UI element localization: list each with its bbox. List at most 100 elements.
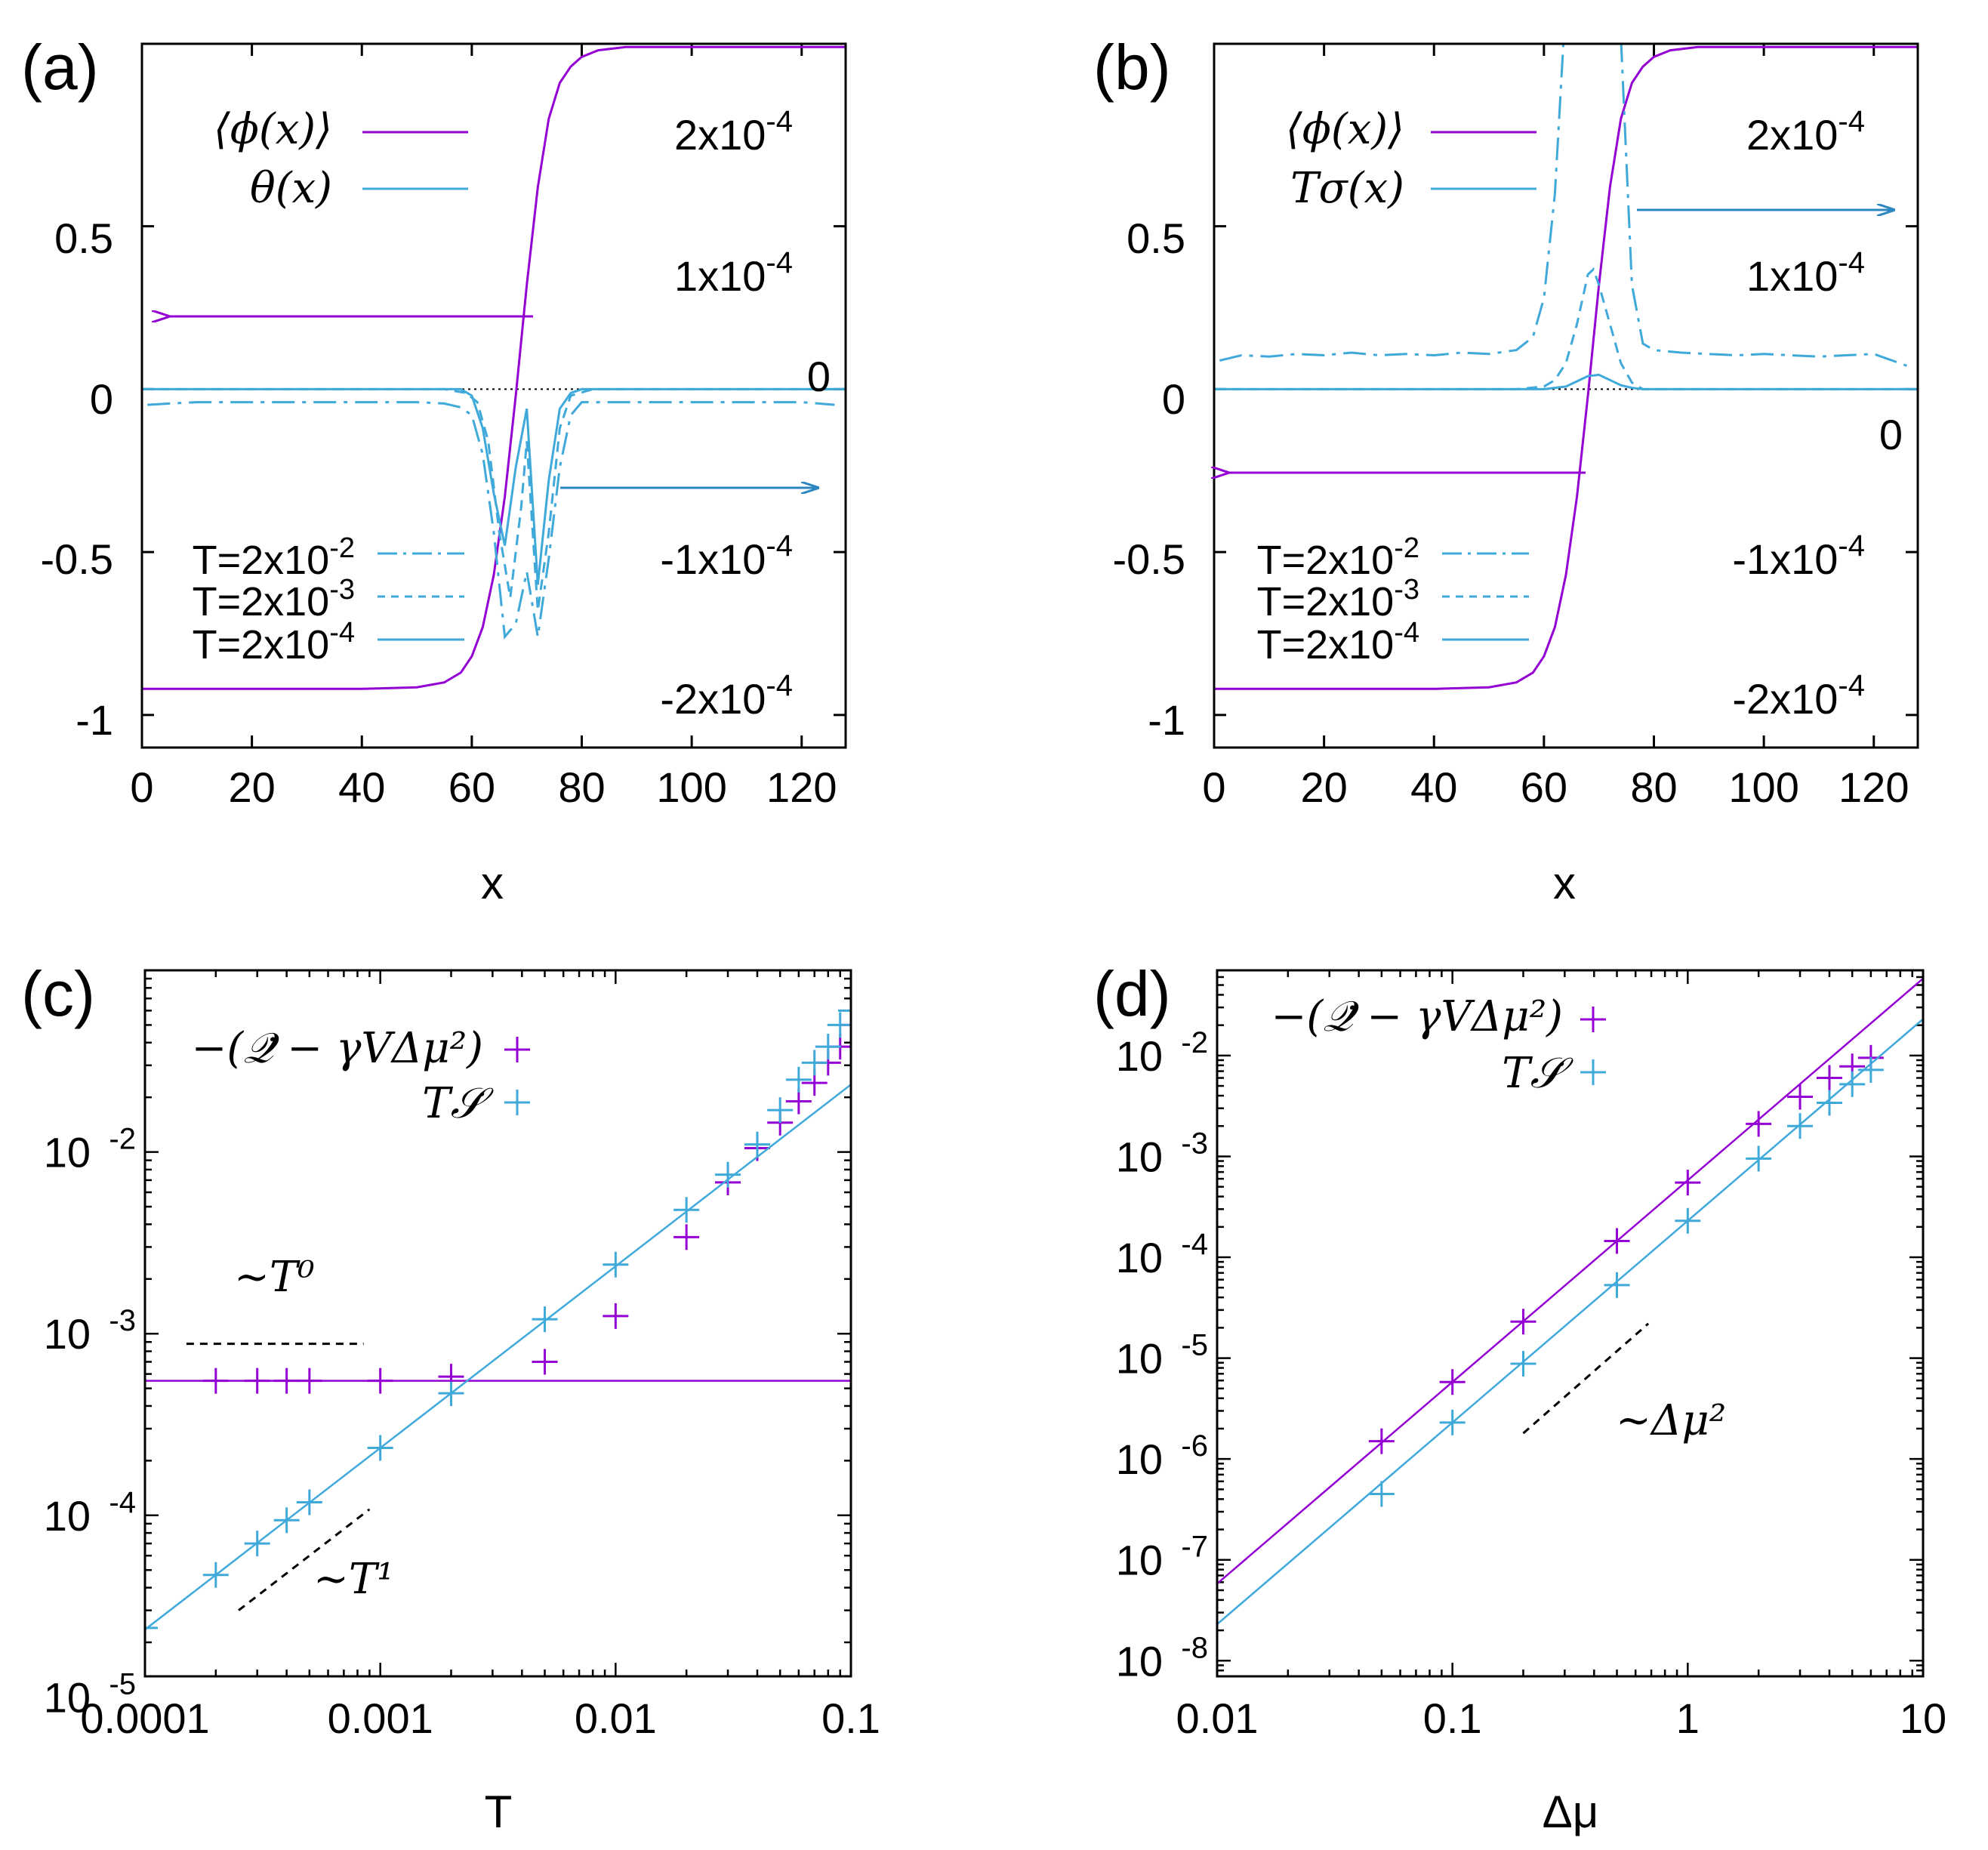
point	[1839, 1071, 1866, 1097]
b-y2tick: -2x10-4	[1732, 669, 1865, 723]
series--x-	[1214, 45, 1918, 690]
panel-d-frame	[1216, 969, 1925, 1678]
c-legend-s: T𝒮̇	[422, 1079, 494, 1128]
point	[838, 997, 851, 1024]
y-tick-exponent: -4	[1181, 1228, 1208, 1261]
a-xlabel: x	[481, 858, 504, 908]
panel-a-label: (a)	[21, 32, 99, 103]
b-legend-sigma: Tσ(x)	[1290, 164, 1404, 213]
y-tick-label: 10	[1116, 1133, 1163, 1180]
x-tick-label: 0	[1202, 763, 1225, 811]
b-y2tick: 0	[1879, 411, 1903, 458]
point	[603, 1303, 629, 1329]
b-legend-T2: T=2x10-2	[1257, 532, 1419, 583]
a-y2tick: 2x10-4	[674, 105, 793, 159]
a-ytick: -1	[76, 696, 113, 744]
point	[1746, 1145, 1772, 1172]
y-tick-label: 10	[1116, 1335, 1163, 1383]
a-legend-T3: T=2x10-3	[193, 574, 355, 624]
y-tick-label: 10	[44, 1129, 91, 1176]
point	[785, 1088, 812, 1115]
point	[1368, 1428, 1395, 1454]
point	[532, 1306, 558, 1333]
y-tick-exponent: -4	[109, 1486, 136, 1519]
panel-a-frame	[140, 42, 847, 749]
point	[1816, 1065, 1842, 1091]
panel-b-frame	[1213, 42, 1919, 749]
y-tick-label: 10	[44, 1492, 91, 1540]
b-ytick: 0.5	[1127, 214, 1185, 262]
panel-d-label: (d)	[1093, 958, 1171, 1029]
y-tick-exponent: -5	[109, 1667, 136, 1700]
y-tick-exponent: -3	[1181, 1127, 1208, 1160]
point	[1510, 1351, 1536, 1377]
a-legend-T2: T=2x10-2	[193, 532, 355, 583]
y-tick-label: 10	[44, 1310, 91, 1358]
point	[785, 1066, 812, 1093]
a-ytick: -0.5	[41, 535, 114, 583]
y-tick-label: 10	[1116, 1234, 1163, 1281]
series--x-	[142, 45, 846, 690]
c-legend-q: −(𝒬̇ − γVΔμ²)	[191, 1024, 483, 1073]
panel-a-plot-area	[140, 44, 846, 748]
c-annot-T0: ~T⁰	[234, 1253, 315, 1302]
point	[1857, 1056, 1884, 1083]
x-tick-label: 0.1	[821, 1694, 880, 1742]
y-tick-exponent: -6	[1181, 1429, 1208, 1463]
y-tick-exponent: -3	[109, 1304, 136, 1337]
point	[1746, 1111, 1772, 1137]
b-y2tick: 1x10-4	[1746, 246, 1865, 300]
point	[532, 1349, 558, 1375]
panel-d: (d) 10 -2 10 -3 10 -4 10 -5 10 -6 10 -7 10 -8 0.01 0.1…	[1093, 958, 1946, 1837]
x-tick-label: 10	[1900, 1694, 1946, 1742]
y-tick-label: 10	[44, 1673, 91, 1721]
y-tick-label: 10	[1116, 1435, 1163, 1483]
y-tick-label: 10	[1116, 1537, 1163, 1584]
c-legend-s-marker	[504, 1090, 530, 1115]
b-xlabel: x	[1553, 858, 1576, 908]
d-xlabel: Δμ	[1543, 1787, 1599, 1837]
y-tick-exponent: -7	[1181, 1531, 1208, 1564]
b-legend-T4: T=2x10-4	[1257, 617, 1419, 668]
d-legend-s-marker	[1580, 1059, 1606, 1085]
b-legend-T3: T=2x10-3	[1257, 574, 1419, 624]
panel-c: (c) 10-210-310-410-5 0.0001 0.001 0.01 0.1 …	[21, 958, 880, 1837]
fit-blue	[145, 1084, 851, 1631]
y-tick-exponent: -5	[1181, 1329, 1208, 1362]
a-ytick: 0	[90, 375, 113, 423]
point	[673, 1224, 700, 1250]
point	[801, 1050, 828, 1076]
point	[145, 1614, 158, 1641]
point	[673, 1197, 700, 1223]
panel-b-plot-area	[1213, 44, 1918, 748]
panel-b: (b) 0.5 0 -0.5 -1 2x10-4 1x10-4 0 -1x10-…	[1093, 32, 1919, 908]
fit-purple	[1217, 977, 1923, 1585]
x-tick-label: 40	[338, 763, 385, 811]
y-tick-label: 10	[1116, 1032, 1163, 1080]
x-tick-label: 1	[1676, 1694, 1700, 1742]
x-tick-label: 100	[656, 763, 726, 811]
b-ytick: 0	[1162, 375, 1185, 423]
a-y2tick: -2x10-4	[660, 669, 793, 723]
x-tick-label: 120	[1839, 763, 1909, 811]
guide-dmu2	[1522, 1322, 1650, 1435]
d-legend-s: T𝒮̇	[1502, 1049, 1573, 1098]
point	[1787, 1113, 1814, 1139]
series-T-2x10-2	[147, 401, 835, 640]
x-tick-label: 0.001	[328, 1694, 433, 1742]
series-T-2x10-4	[142, 387, 846, 585]
a-legend-T4: T=2x10-4	[193, 617, 355, 668]
fit-blue	[1217, 1018, 1923, 1625]
panel-c-label: (c)	[21, 958, 95, 1029]
guide-T1	[238, 1508, 371, 1611]
x-tick-label: 120	[766, 763, 837, 811]
x-tick-label: 60	[448, 763, 495, 811]
a-y2tick: -1x10-4	[660, 529, 793, 583]
series-T-2x10-4	[1214, 373, 1918, 390]
x-tick-label: 40	[1410, 763, 1457, 811]
series-T-2x10-2	[1219, 44, 1907, 367]
c-annot-T1: ~T¹	[313, 1555, 394, 1604]
point	[827, 1012, 851, 1038]
a-legend-phi: ⟨ϕ(x)⟩	[214, 105, 332, 154]
